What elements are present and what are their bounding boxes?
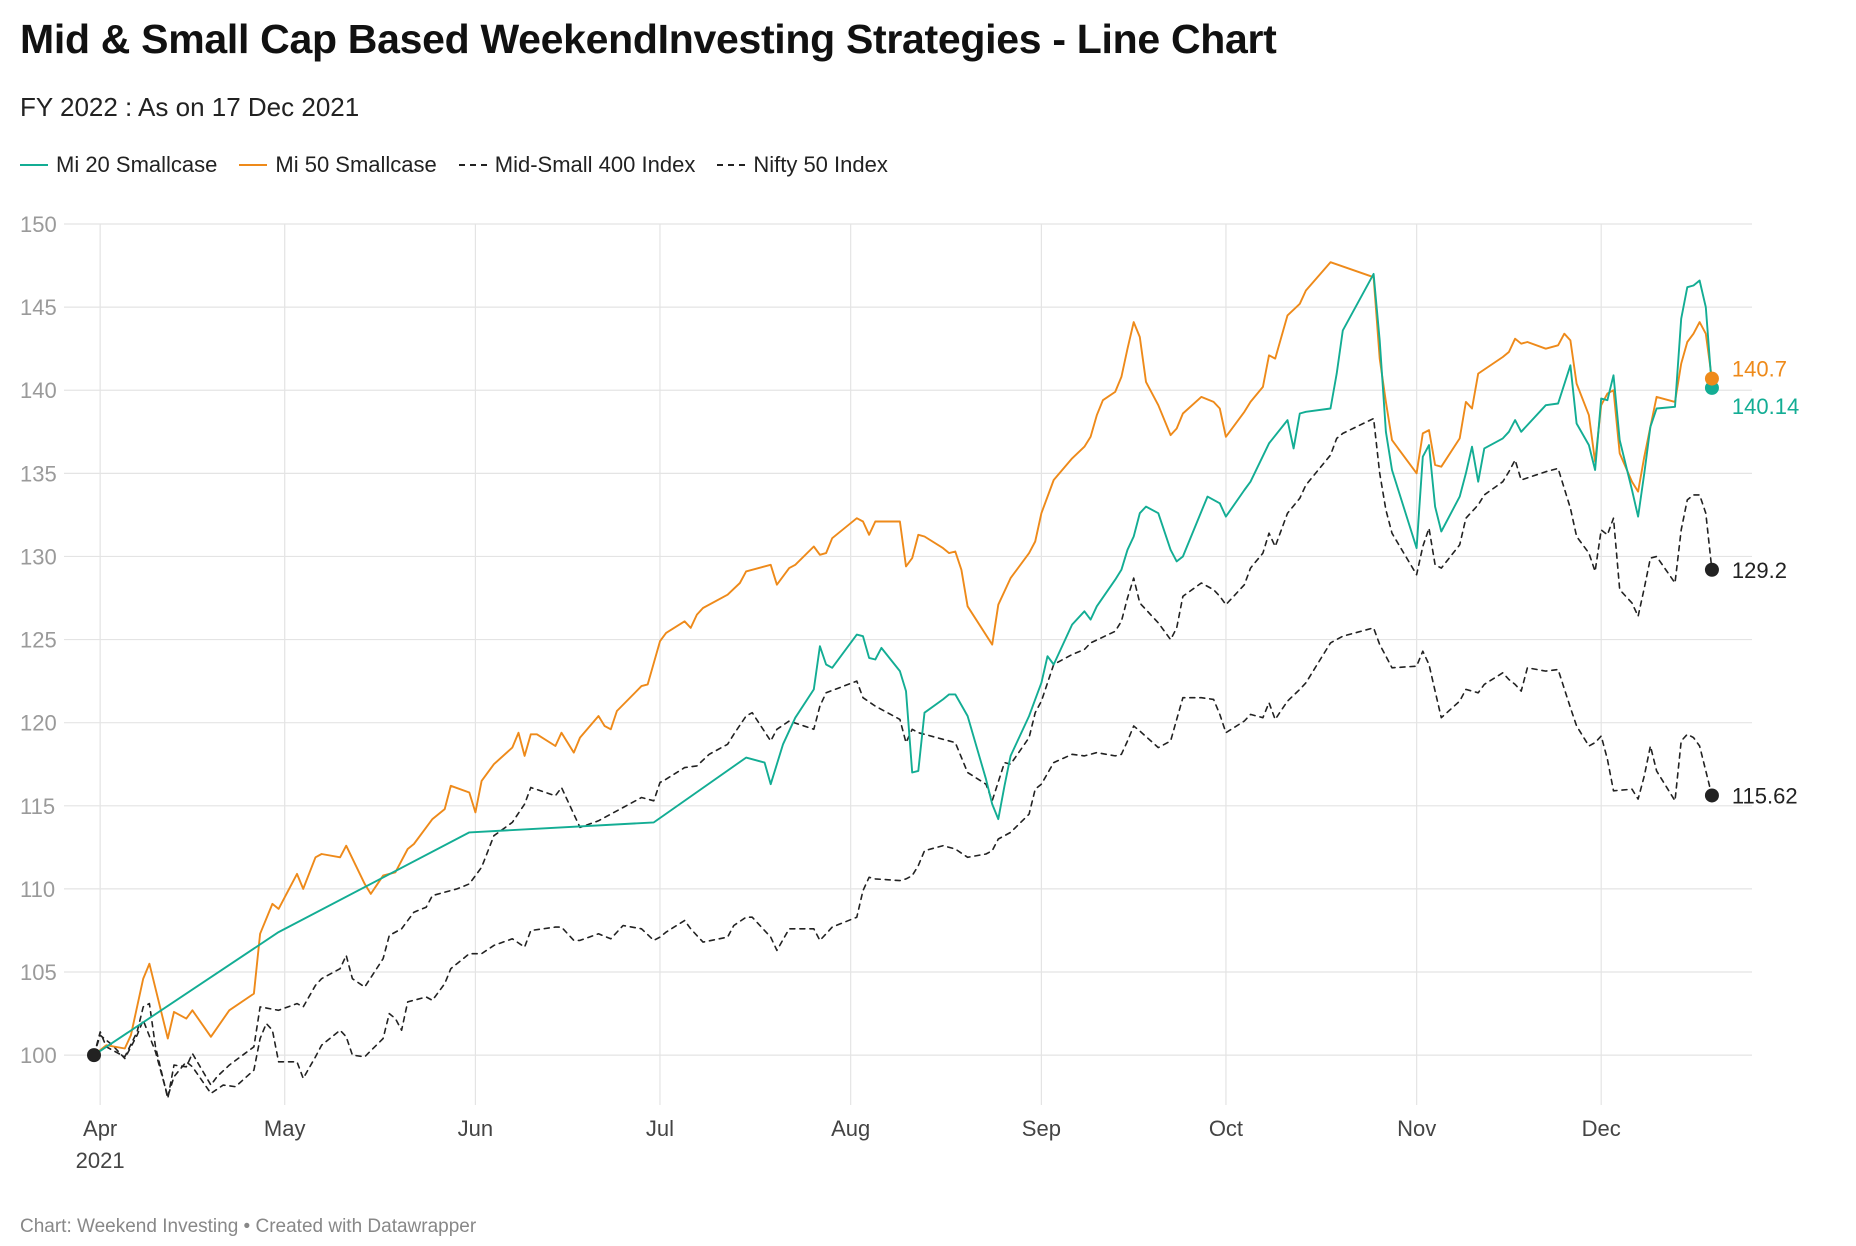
end-point-marker [1704, 371, 1719, 386]
y-tick-label: 110 [20, 877, 55, 902]
series-lines [93, 261, 1713, 1100]
end-point-marker [1704, 788, 1719, 803]
x-tick-label: Sep [1022, 1116, 1061, 1141]
y-tick-label: 135 [20, 461, 57, 486]
legend-label-midsmall400: Mid-Small 400 Index [494, 152, 696, 177]
series-line-mi-20-smallcase [93, 272, 1713, 1057]
legend-item-midsmall400: Mid-Small 400 Index [458, 152, 696, 178]
x-tick-label: Aug [831, 1116, 870, 1141]
chart-title: Mid & Small Cap Based WeekendInvesting S… [20, 16, 1277, 62]
series-line-mid-small-400-index [93, 417, 1713, 1100]
y-gridlines [64, 223, 1752, 1056]
end-value-label: 140.7 [1732, 357, 1787, 382]
x-tick-label: Apr [83, 1116, 117, 1141]
x-tick-label: Jun [458, 1116, 493, 1141]
legend-item-mi50: Mi 50 Smallcase [239, 152, 437, 178]
legend-label-mi20: Mi 20 Smallcase [56, 152, 218, 177]
chart-subtitle: FY 2022 : As on 17 Dec 2021 [20, 92, 360, 122]
start-point-marker [87, 1048, 101, 1063]
x-tick-year-label: 2021 [76, 1148, 125, 1173]
series-line-nifty-50-index [93, 627, 1713, 1098]
series-markers: 140.14 140.7 129.2 115.62 [87, 357, 1799, 1063]
x-tick-label: Jul [646, 1116, 674, 1141]
end-point-marker [1704, 562, 1719, 577]
x-tick-label: Dec [1582, 1116, 1621, 1141]
legend-item-mi20: Mi 20 Smallcase [20, 152, 217, 178]
x-tick-label: May [264, 1116, 306, 1141]
y-tick-label: 140 [20, 378, 57, 403]
y-axis-ticks: 100 105 110 115 120 125 130 135 140 145 150 [20, 212, 57, 1068]
end-value-label: 129.2 [1732, 558, 1787, 583]
x-tick-label: Nov [1397, 1116, 1436, 1141]
end-value-label: 115.62 [1732, 783, 1798, 808]
x-gridlines [99, 224, 1602, 1105]
end-value-label: 140.14 [1732, 394, 1799, 419]
legend-swatch-mi20 [20, 164, 48, 166]
legend-label-mi50: Mi 50 Smallcase [275, 152, 437, 177]
y-tick-label: 120 [20, 711, 57, 736]
chart-footer: Chart: Weekend Investing • Created with … [20, 1216, 477, 1237]
legend-swatch-midsmall400 [458, 164, 487, 166]
y-tick-label: 100 [20, 1043, 57, 1068]
legend-item-nifty50: Nifty 50 Index [717, 152, 888, 178]
legend: Mi 20 Smallcase Mi 50 Smallcase Mid-Smal… [20, 152, 910, 178]
legend-swatch-nifty50 [717, 164, 746, 166]
x-tick-label: Oct [1209, 1116, 1243, 1141]
series-line-mi-50-smallcase [93, 261, 1713, 1057]
legend-label-nifty50: Nifty 50 Index [753, 152, 888, 177]
y-tick-label: 125 [20, 628, 57, 653]
y-tick-label: 130 [20, 544, 57, 569]
x-axis-ticks: Apr 2021 May Jun Jul Aug Sep Oct Nov Dec [76, 1116, 1621, 1173]
y-tick-label: 145 [20, 295, 57, 320]
y-tick-label: 150 [20, 212, 57, 237]
y-tick-label: 115 [20, 794, 55, 819]
y-tick-label: 105 [20, 960, 57, 985]
legend-swatch-mi50 [239, 164, 268, 166]
